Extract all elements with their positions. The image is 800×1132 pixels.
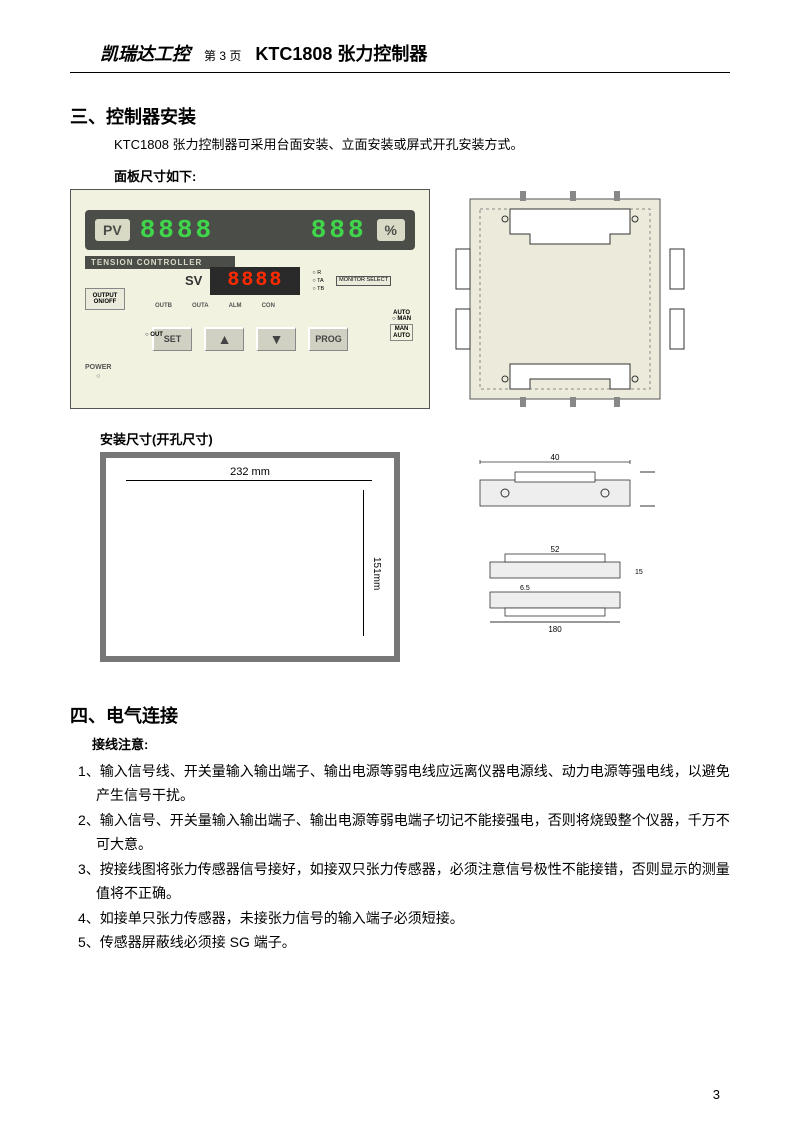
man-auto-label: AUTO ○ MAN MANAUTO [390, 310, 413, 341]
mount-height-label: 151mm [371, 557, 382, 590]
sv-label: SV [185, 273, 202, 288]
pct-label: % [377, 219, 405, 241]
output-onoff-button[interactable]: OUTPUT ON/OFF [85, 288, 125, 310]
man-auto-button[interactable]: MANAUTO [390, 324, 413, 341]
mount-caption: 安装尺寸(开孔尺寸) [100, 429, 730, 448]
dim-b: 52 [551, 545, 560, 554]
set-button[interactable]: SET [152, 327, 192, 351]
side-bracket-drawing [450, 189, 690, 409]
mount-width-label: 232 mm [116, 466, 384, 478]
note-5: 5、传感器屏蔽线必须接 SG 端子。 [78, 930, 730, 955]
panel-caption: 面板尺寸如下: [114, 166, 730, 185]
indicator-strip: OUTB OUTA ALM CON [85, 303, 415, 309]
dim-h: 15 [635, 569, 643, 576]
dim-top: 40 [551, 453, 560, 462]
page-label: 第 3 页 [204, 47, 241, 64]
section4-title: 四、电气连接 [70, 702, 730, 728]
sv-display: 8888 [210, 267, 300, 295]
prog-button[interactable]: PROG [308, 327, 348, 351]
front-panel-figure: PV 8888 888 % TENSION CONTROLLER SV 8888… [70, 189, 430, 409]
note-1: 1、输入信号线、开关量输入输出端子、输出电源等弱电线应远离仪器电源线、动力电源等… [78, 759, 730, 808]
note-4: 4、如接单只张力传感器，未接张力信号的输入端子必须短接。 [78, 906, 730, 931]
pv-bar: PV 8888 888 % [85, 210, 415, 250]
section3-desc: KTC1808 张力控制器可采用台面安装、立面安装或屏式开孔安装方式。 [114, 135, 730, 156]
pv-label: PV [95, 219, 130, 241]
product-title: KTC1808 张力控制器 [255, 40, 427, 66]
mount-cutout-figure: 232 mm 151mm [100, 452, 400, 662]
note-2: 2、输入信号、开关量输入输出端子、输出电源等弱电端子切记不能接强电，否则将烧毁整… [78, 808, 730, 857]
pv-digits: 8888 [140, 215, 301, 245]
led-column: R TA TB [312, 270, 324, 292]
down-button[interactable]: ▼ [256, 327, 296, 351]
led-tb: TB [312, 286, 324, 292]
power-label: POWER ○ [85, 364, 111, 380]
section3-title: 三、控制器安装 [70, 103, 730, 129]
led-r: R [312, 270, 324, 276]
brand-label: 凯瑞达工控 [100, 40, 190, 66]
led-ta: TA [312, 278, 324, 284]
dim-w: 180 [548, 625, 562, 634]
up-button[interactable]: ▲ [204, 327, 244, 351]
small-mech-drawing: 40 180 52 6.5 15 [460, 452, 660, 632]
out-led: ○ OUT [145, 332, 163, 338]
monitor-select-button[interactable]: MONITOR SELECT [336, 276, 391, 286]
page-number: 3 [713, 1087, 720, 1102]
header-rule [70, 72, 730, 73]
sv-digits: 8888 [227, 269, 283, 292]
pct-digits: 888 [311, 215, 367, 245]
note-3: 3、按接线图将张力传感器信号接好，如接双只张力传感器，必须注意信号极性不能接错，… [78, 857, 730, 906]
section4-subtitle: 接线注意: [92, 734, 730, 753]
dim-hole: 6.5 [520, 585, 530, 592]
